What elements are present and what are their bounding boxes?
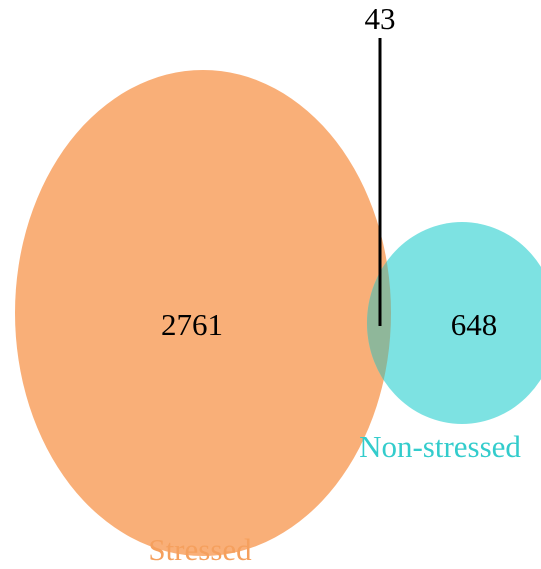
non-stressed-label: Non-stressed <box>359 429 521 464</box>
intersection-count: 43 <box>365 1 396 36</box>
non-stressed-count: 648 <box>451 307 498 342</box>
stressed-count: 2761 <box>161 307 223 342</box>
stressed-label: Stressed <box>148 532 252 567</box>
non-stressed-set <box>367 222 541 424</box>
stressed-set <box>15 70 391 556</box>
